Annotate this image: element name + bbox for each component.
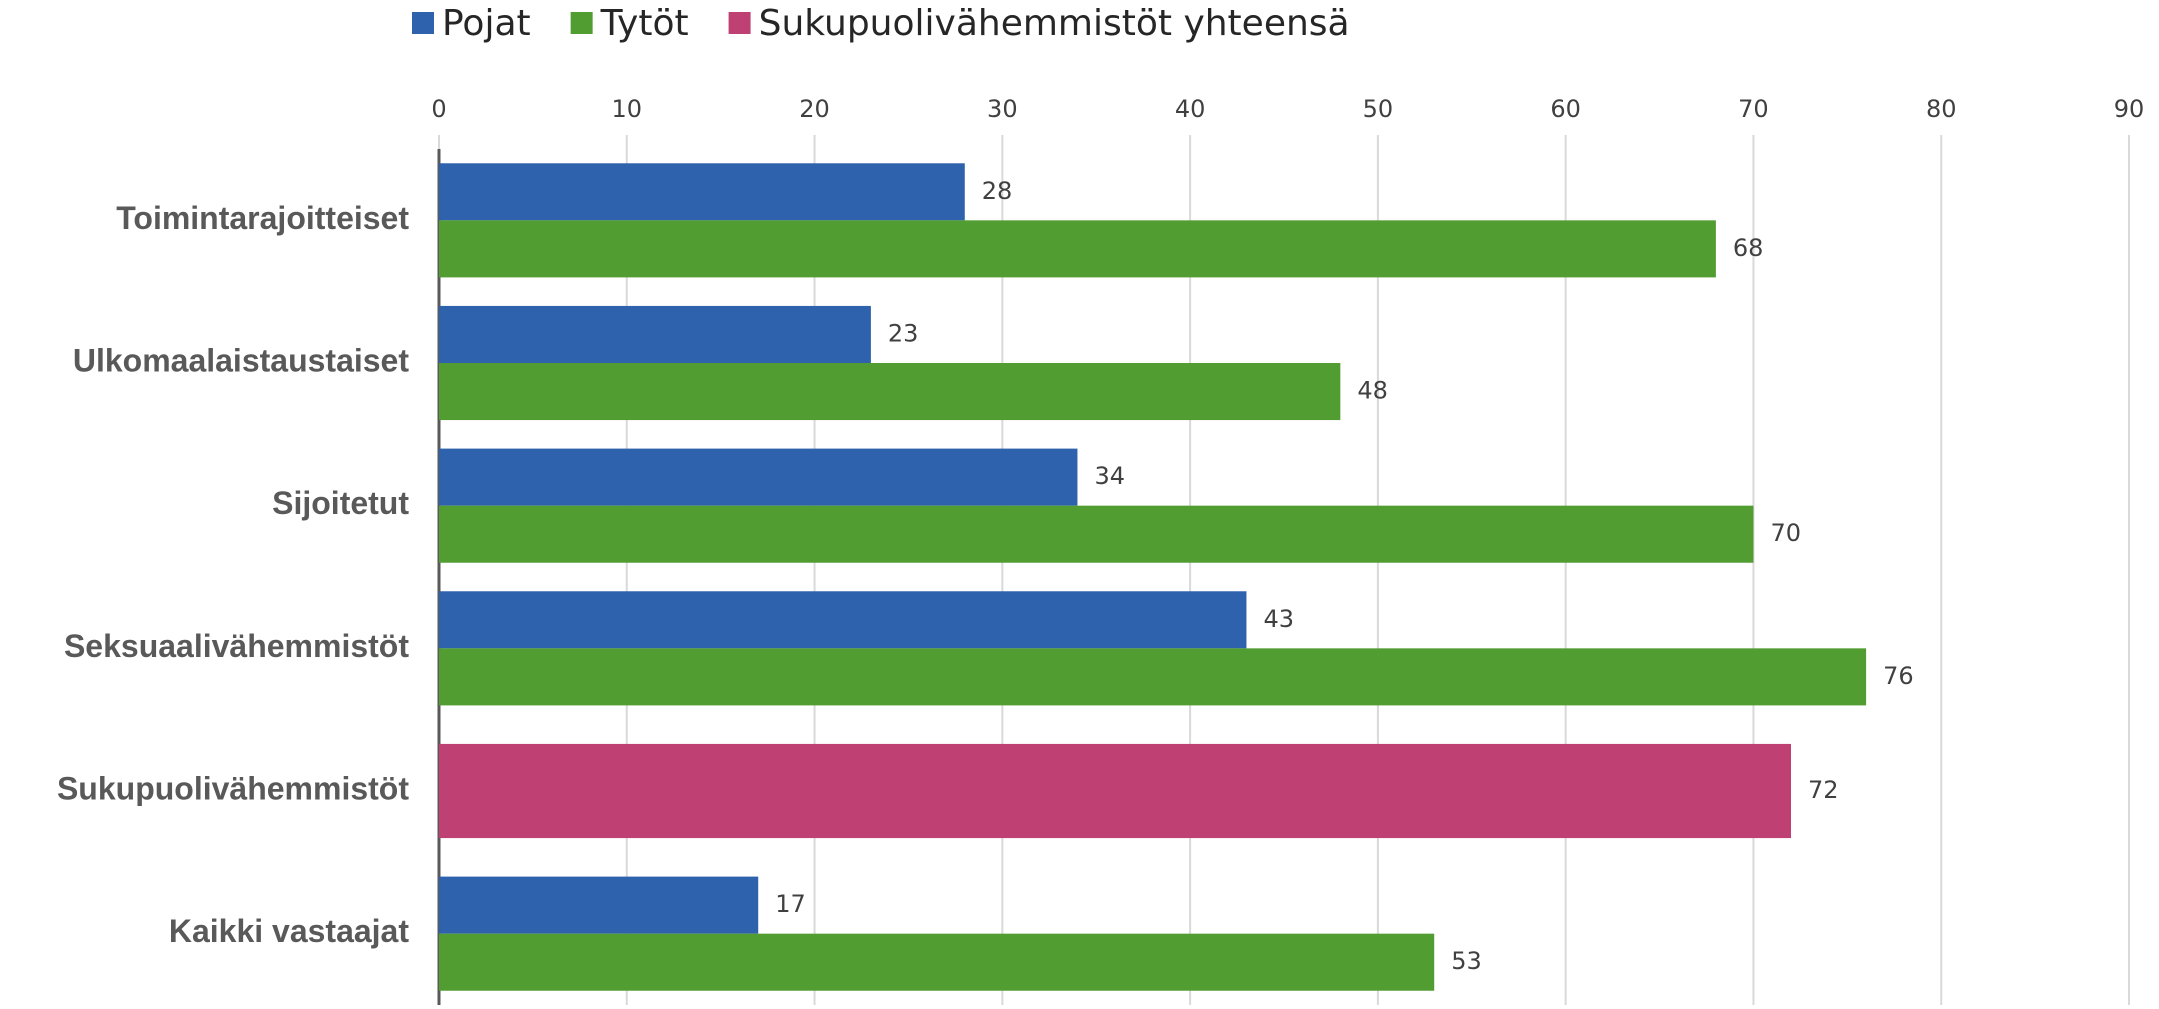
x-tick-label: 10 xyxy=(612,95,643,123)
x-tick-label: 20 xyxy=(799,95,830,123)
legend-label: Sukupuolivähemmistöt yhteensä xyxy=(759,3,1350,44)
bar xyxy=(439,505,1754,563)
legend-label: Pojat xyxy=(442,3,531,44)
x-tick-label: 80 xyxy=(1926,95,1957,123)
value-label: 17 xyxy=(775,890,806,918)
value-label: 76 xyxy=(1883,662,1914,690)
legend-swatch xyxy=(570,12,593,34)
category-label: Seksuaalivähemmistöt xyxy=(64,628,409,664)
value-label: 23 xyxy=(888,319,919,347)
bar xyxy=(439,743,1791,839)
bar xyxy=(439,591,1247,649)
category-label: Kaikki vastaajat xyxy=(169,913,410,949)
value-label: 72 xyxy=(1808,776,1839,804)
x-tick-label: 70 xyxy=(1738,95,1769,123)
value-label: 53 xyxy=(1451,947,1482,975)
bar xyxy=(439,163,965,221)
bar xyxy=(439,305,871,363)
value-label: 48 xyxy=(1357,377,1388,405)
legend-swatch xyxy=(728,12,751,34)
value-label: 68 xyxy=(1733,234,1764,262)
x-tick-label: 60 xyxy=(1550,95,1581,123)
x-tick-label: 50 xyxy=(1363,95,1394,123)
x-tick-label: 40 xyxy=(1175,95,1206,123)
value-label: 43 xyxy=(1263,605,1294,633)
category-label: Toimintarajoitteiset xyxy=(116,200,409,236)
value-label: 34 xyxy=(1094,462,1125,490)
bar xyxy=(439,363,1341,421)
bar xyxy=(439,876,759,934)
bar xyxy=(439,648,1867,706)
value-label: 70 xyxy=(1770,519,1801,547)
category-label: Sukupuolivähemmistöt xyxy=(57,770,409,806)
x-tick-label: 0 xyxy=(431,95,446,123)
legend-swatch xyxy=(412,12,434,34)
category-label: Sijoitetut xyxy=(272,485,409,521)
value-label: 28 xyxy=(982,177,1013,205)
bar xyxy=(439,933,1435,991)
legend-label: Tytöt xyxy=(600,3,689,44)
x-tick-label: 30 xyxy=(987,95,1018,123)
bar xyxy=(439,220,1716,278)
category-label: Ulkomaalaistaustaiset xyxy=(73,342,410,378)
x-tick-label: 90 xyxy=(2114,95,2145,123)
bar xyxy=(439,448,1078,506)
